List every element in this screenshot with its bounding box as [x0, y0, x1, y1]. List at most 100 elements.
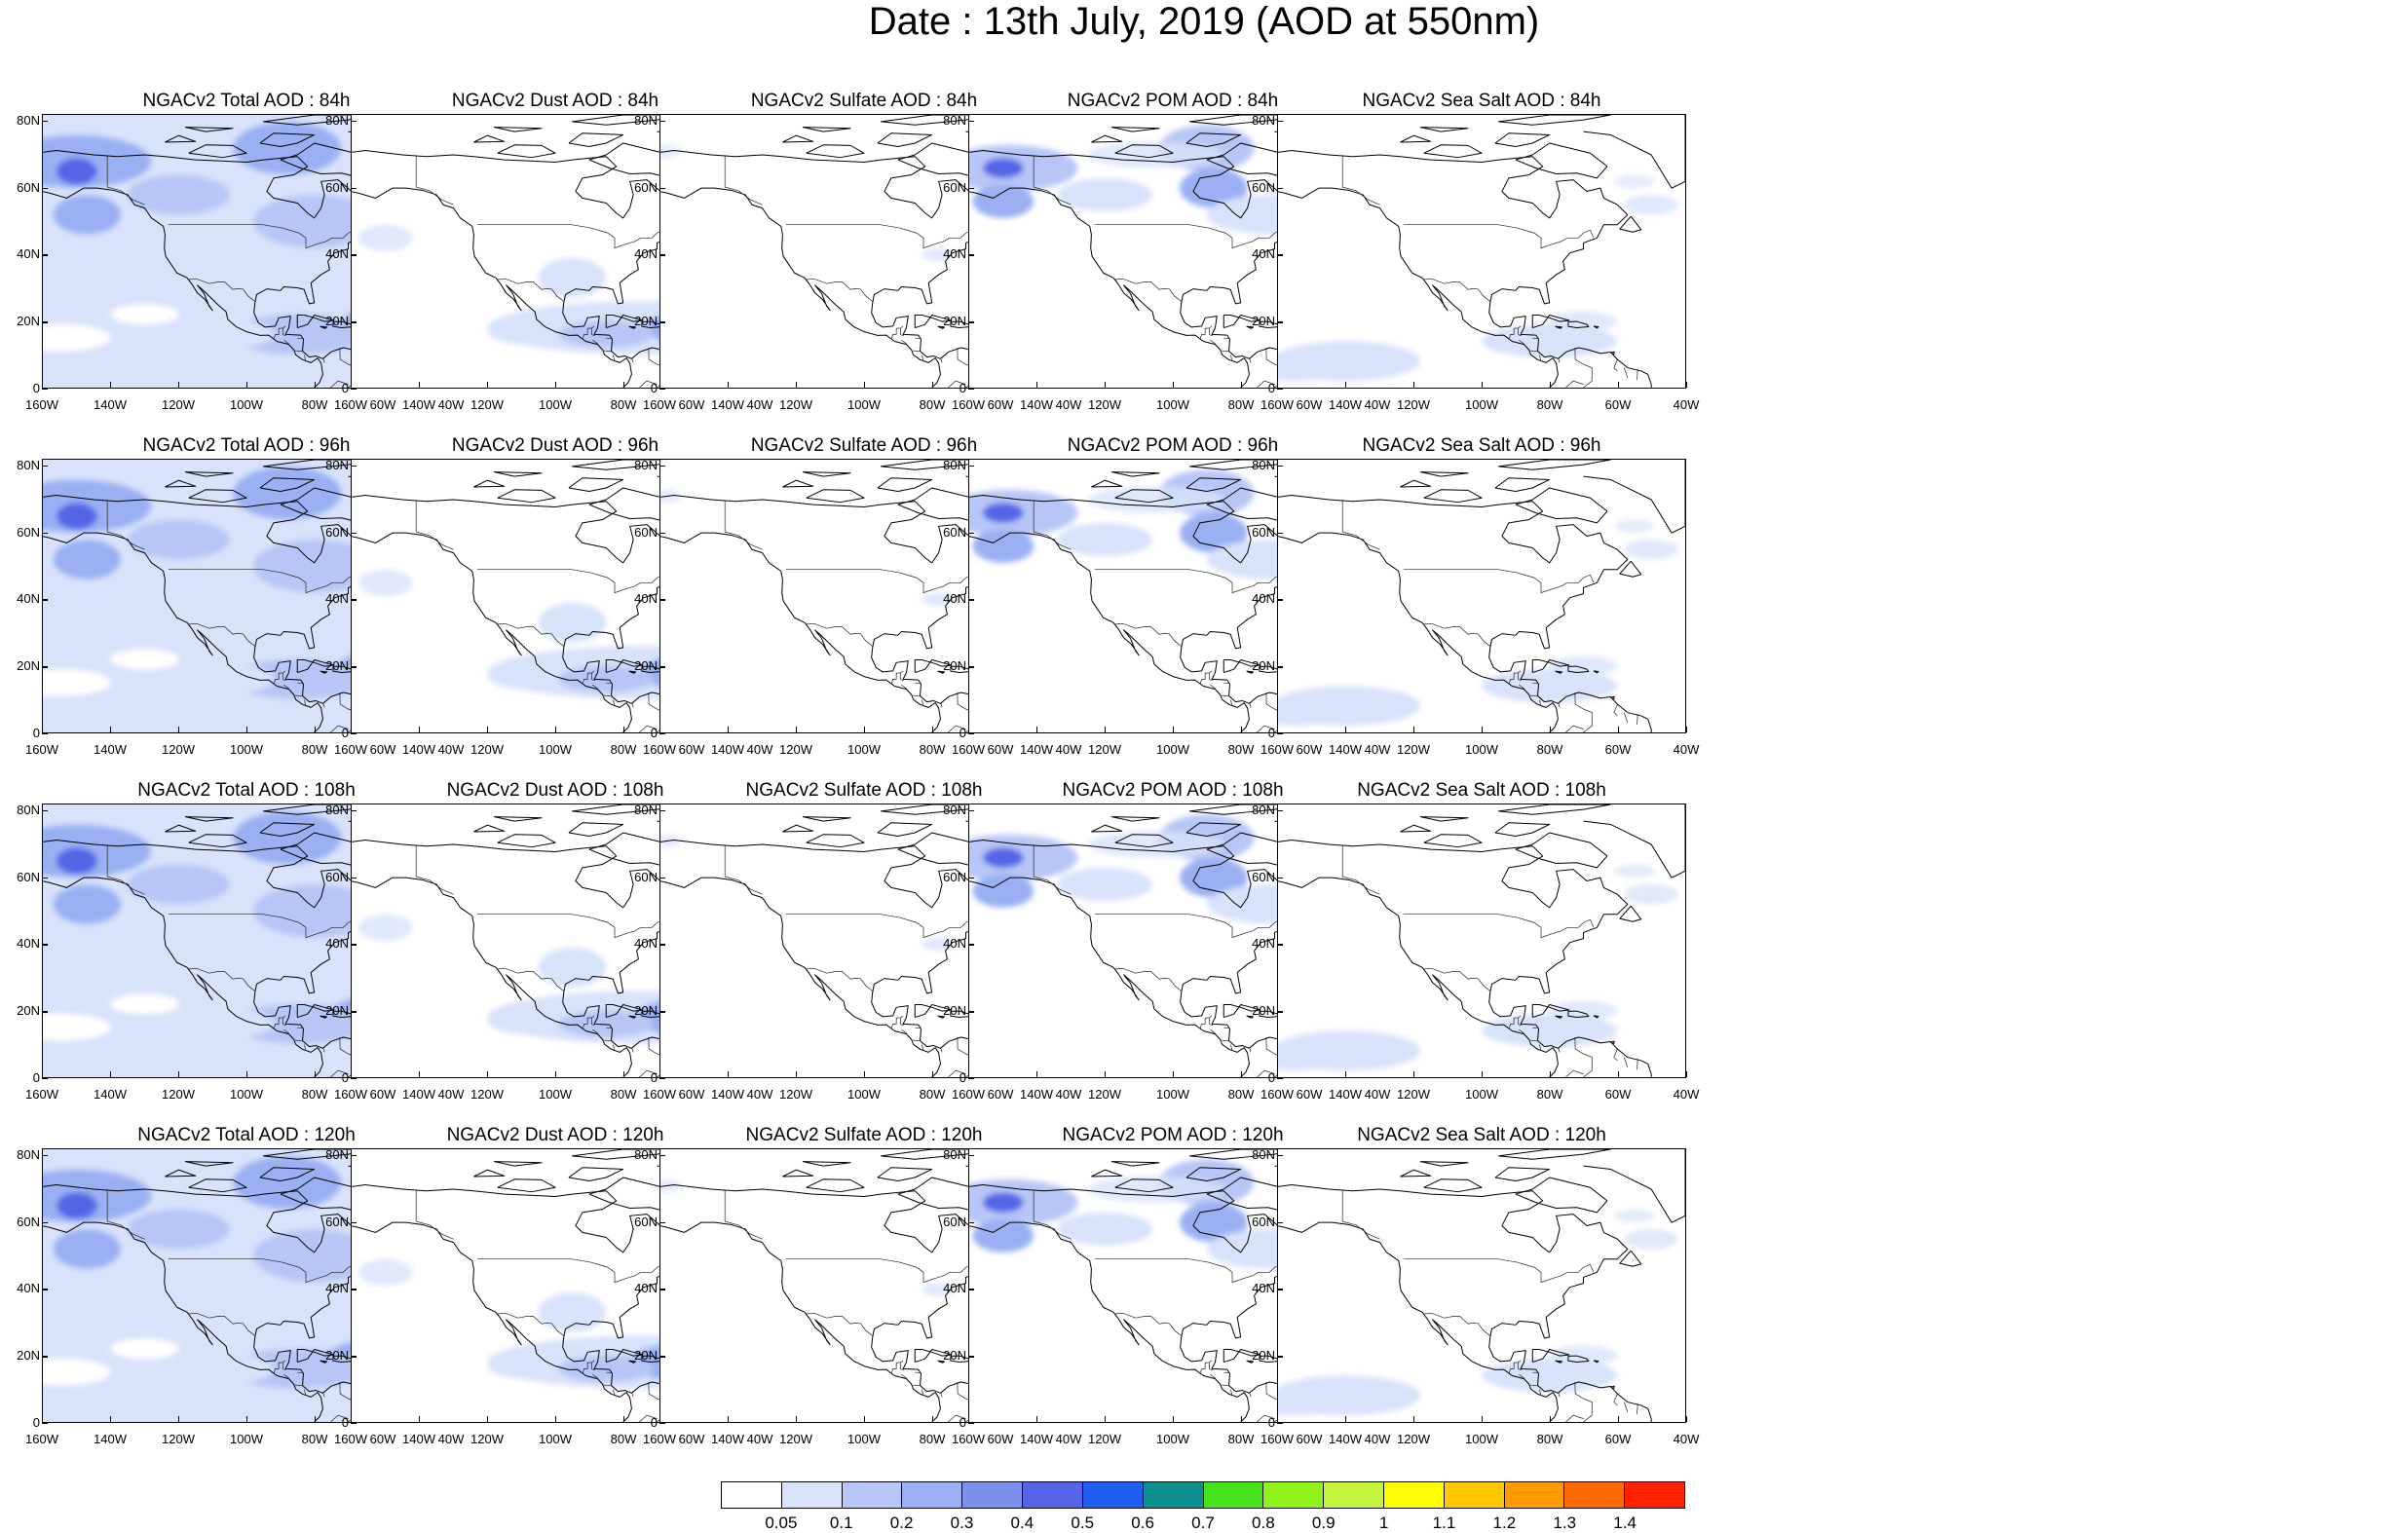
coastline [569, 823, 623, 837]
lon-tick-mark [1482, 1416, 1483, 1422]
lon-tick-label: 120W [1391, 398, 1436, 412]
lat-tick-label: 0 [1242, 1071, 1275, 1085]
lat-tick-label: 0 [7, 1071, 40, 1085]
lon-tick-mark [1482, 727, 1483, 732]
lon-tick-mark [178, 382, 179, 388]
aod-plume [56, 158, 97, 184]
lon-tick-label: 100W [842, 1088, 886, 1102]
country-border [1614, 1394, 1617, 1405]
lat-tick-label: 20N [933, 315, 966, 328]
coastline [1420, 472, 1468, 476]
lon-tick-label: 100W [842, 1433, 886, 1446]
lon-tick-mark [178, 1416, 179, 1422]
lon-tick-label: 140W [705, 1433, 750, 1446]
aod-plume [1058, 868, 1153, 901]
lat-tick-mark [968, 188, 974, 189]
lon-tick-mark [42, 1416, 43, 1422]
coastline [1498, 115, 1610, 125]
aod-plume [1624, 195, 1678, 214]
lat-tick-label: 80N [316, 459, 349, 472]
lat-tick-mark [42, 533, 48, 534]
lon-tick-label: 140W [1323, 743, 1368, 757]
lat-tick-mark [968, 533, 974, 534]
lat-tick-label: 80N [1242, 114, 1275, 128]
lat-tick-label: 20N [933, 1004, 966, 1018]
lon-tick-label: 140W [1323, 1088, 1368, 1102]
lon-tick-label: 140W [1014, 743, 1059, 757]
lon-tick-label: 160W [1255, 398, 1299, 412]
lon-tick-label: 140W [396, 1433, 441, 1446]
lon-tick-label: 60W [1596, 1088, 1640, 1102]
colorbar-label: 0.05 [752, 1514, 810, 1533]
lon-tick-label: 160W [1255, 743, 1299, 757]
lat-tick-label: 80N [624, 459, 658, 472]
coastline [1424, 1179, 1482, 1192]
lon-tick-label: 160W [946, 398, 991, 412]
lat-tick-mark [42, 1289, 48, 1290]
aod-field [1278, 804, 1685, 1077]
lat-tick-label: 0 [933, 382, 966, 395]
lat-tick-label: 40N [7, 937, 40, 951]
lat-tick-label: 80N [1242, 804, 1275, 817]
lat-tick-label: 20N [316, 1004, 349, 1018]
lat-tick-mark [1277, 1423, 1283, 1424]
country-border [891, 1016, 903, 1029]
lon-tick-label: 120W [773, 1088, 818, 1102]
lat-tick-mark [968, 810, 974, 811]
aod-plume [358, 570, 413, 596]
lon-tick-mark [1036, 382, 1037, 388]
lat-tick-label: 40N [1242, 247, 1275, 261]
lat-tick-mark [351, 321, 357, 322]
country-border [891, 671, 903, 685]
coastline [1498, 1149, 1610, 1159]
colorbar-label: 1.1 [1415, 1514, 1474, 1533]
aod-plume [983, 1192, 1024, 1212]
lat-tick-mark [351, 1289, 357, 1290]
lon-tick-mark [419, 382, 420, 388]
coastline [1495, 133, 1550, 147]
aod-plume [972, 875, 1034, 908]
country-border [1222, 1385, 1228, 1386]
colorbar-label: 0.5 [1053, 1514, 1111, 1533]
lat-tick-mark [42, 1078, 48, 1079]
lat-tick-mark [659, 466, 665, 467]
country-border [614, 1390, 615, 1395]
lon-tick-label: 120W [773, 1433, 818, 1446]
lon-tick-label: 80W [1527, 743, 1572, 757]
colorbar-swatch [1204, 1482, 1264, 1508]
lon-tick-mark [42, 382, 43, 388]
lat-tick-mark [968, 1289, 974, 1290]
lat-tick-mark [968, 321, 974, 322]
coastline [1111, 1162, 1159, 1166]
lat-tick-mark [1277, 733, 1283, 734]
lon-tick-mark [1482, 1071, 1483, 1077]
lon-tick-mark [864, 1071, 865, 1077]
lon-tick-mark [110, 1416, 111, 1422]
lon-tick-label: 140W [1014, 1433, 1059, 1446]
lat-tick-mark [1277, 599, 1283, 600]
lon-tick-mark [555, 1416, 556, 1422]
lat-tick-mark [351, 666, 357, 667]
aod-plume [972, 1219, 1034, 1253]
coastline [1400, 1170, 1430, 1177]
colorbar-swatch [1625, 1482, 1684, 1508]
lat-tick-label: 80N [933, 1148, 966, 1162]
aod-plume [972, 530, 1034, 563]
coastline [1091, 825, 1121, 832]
coastline [807, 490, 864, 503]
lon-tick-label: 40W [1664, 743, 1709, 757]
coastline [807, 145, 864, 158]
page-title: Date : 13th July, 2019 (AOD at 550nm) [0, 0, 2408, 45]
lon-tick-mark [1277, 1416, 1278, 1422]
lon-tick-mark [968, 727, 969, 732]
lat-tick-mark [42, 1155, 48, 1156]
lon-tick-mark [796, 1416, 797, 1422]
coastline [569, 478, 623, 492]
country-border [1637, 714, 1638, 725]
lat-tick-mark [42, 1011, 48, 1012]
lon-tick-mark [487, 727, 488, 732]
country-border [1404, 570, 1594, 593]
country-border [416, 501, 453, 549]
